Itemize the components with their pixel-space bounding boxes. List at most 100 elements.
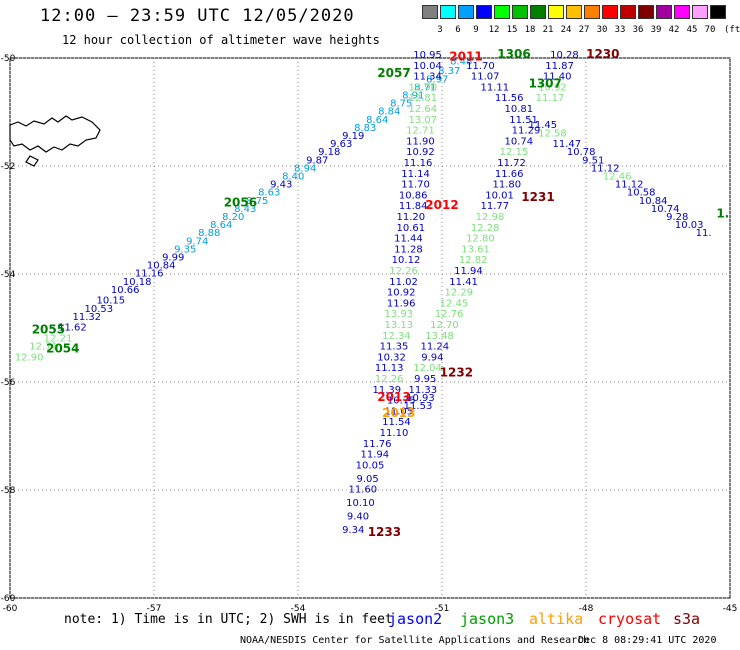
wave-height-value: 10.01: [485, 190, 514, 201]
wave-height-value: 12.76: [435, 309, 464, 320]
color-swatch: [638, 5, 654, 19]
color-swatch: [656, 5, 672, 19]
lon-tick-label: -45: [723, 604, 738, 614]
wave-height-value: 10.81: [504, 104, 533, 115]
wave-height-value: 11.80: [492, 180, 521, 191]
wave-height-value: 11.16: [135, 269, 164, 280]
wave-height-value: 12.29: [444, 288, 473, 299]
wave-height-value: 11.77: [480, 201, 509, 212]
wave-height-value: 9.05: [356, 474, 378, 485]
pass-time-label: 1.: [716, 206, 729, 220]
color-scale-label: 36: [632, 25, 644, 35]
wave-height-value: 10.03: [675, 220, 704, 231]
wave-height-value: 12.71: [406, 126, 435, 137]
wave-height-value: 11.45: [528, 120, 557, 131]
pass-time-label: 1232: [440, 366, 473, 380]
pass-time-label: 1231: [521, 190, 554, 204]
wave-height-value: 11.62: [58, 323, 87, 334]
wave-height-value: 8.37: [438, 66, 460, 77]
legend-entry-cryosat: cryosat: [598, 610, 662, 628]
wave-height-value: 11.10: [380, 428, 409, 439]
color-swatch: [710, 5, 726, 19]
wave-height-value: 13.93: [384, 309, 413, 320]
wave-height-value: 11.60: [348, 485, 377, 496]
wave-height-value: 9.34: [342, 525, 364, 536]
wave-height-value: 9.95: [414, 374, 436, 385]
wave-height-value: 10.12: [392, 255, 421, 266]
wave-height-value: 10.53: [84, 304, 113, 315]
color-swatch: [674, 5, 690, 19]
wave-height-value: 11.72: [497, 158, 526, 169]
wave-height-value: 11.32: [72, 312, 101, 323]
wave-height-value: 11.94: [360, 450, 389, 461]
wave-height-value: 9.18: [318, 147, 340, 158]
wave-height-value: 8.75: [246, 196, 268, 207]
lat-tick-label: -56: [1, 378, 16, 388]
wave-height-value: 10.84: [639, 196, 668, 207]
color-swatch: [476, 5, 492, 19]
wave-height-value: 11.02: [389, 277, 418, 288]
wave-height-value: 10.61: [396, 223, 425, 234]
wave-height-value: 11.70: [401, 180, 430, 191]
color-swatch: [620, 5, 636, 19]
color-scale-label: 12: [488, 25, 500, 35]
wave-height-value: 11.54: [382, 417, 411, 428]
wave-height-value: 9.43: [270, 180, 292, 191]
wave-height-value: 10.58: [627, 188, 656, 199]
lat-tick-label: -54: [1, 270, 16, 280]
wave-height-value: 12.90: [15, 352, 44, 363]
wave-height-value: 10.04: [413, 61, 442, 72]
credit-agency: NOAA/NESDIS Center for Satellite Applica…: [240, 635, 590, 646]
pass-time-label: 1307: [528, 77, 561, 91]
lat-tick-label: -50: [1, 54, 16, 64]
wave-height-value: 11.44: [394, 234, 423, 245]
wave-height-value: 8.43: [234, 204, 256, 215]
color-swatch: [458, 5, 474, 19]
color-swatch: [566, 5, 582, 19]
pass-time-label: 1306: [497, 47, 530, 61]
wave-height-value: 11.: [696, 228, 712, 239]
legend-entry-s3a: s3a: [673, 610, 701, 628]
wave-height-value: 12.80: [466, 234, 495, 245]
color-swatch: [422, 5, 438, 19]
wave-height-value: 10.15: [96, 296, 125, 307]
pass-time-label: 2013: [377, 390, 410, 404]
wave-height-value: 10.92: [406, 147, 435, 158]
wave-height-value: 9.74: [186, 236, 208, 247]
wave-height-value: 10.86: [399, 190, 428, 201]
wave-height-value: 11.17: [536, 93, 565, 104]
wave-height-value: 12.26: [375, 374, 404, 385]
wave-height-value: 12.45: [440, 298, 469, 309]
color-scale-label: 3: [437, 25, 443, 35]
wave-height-value: 10.92: [387, 288, 416, 299]
pass-time-label: 1230: [586, 47, 619, 61]
wave-height-value: 8.84: [378, 107, 400, 118]
wave-height-value: 11.34: [413, 72, 442, 83]
wave-height-value: 11.56: [495, 93, 524, 104]
wave-height-value: 10.10: [346, 498, 375, 509]
color-scale-label: 42: [668, 25, 680, 35]
page-subtitle: 12 hour collection of altimeter wave hei…: [62, 33, 380, 47]
wave-height-value: 8.91: [402, 91, 424, 102]
wave-height-value: 9.35: [174, 244, 196, 255]
wave-height-value: 12.90: [408, 82, 437, 93]
lon-tick-label: -57: [147, 604, 162, 614]
color-swatch: [692, 5, 708, 19]
wave-height-value: 8.83: [354, 123, 376, 134]
wave-height-value: 12.64: [408, 104, 437, 115]
credit-timestamp: Dec 8 08:29:41 UTC 2020: [578, 635, 717, 646]
color-scale-label: 30: [596, 25, 608, 35]
pass-time-label: 2011: [449, 50, 482, 64]
legend-entry-jason2: jason2: [388, 610, 443, 628]
pass-time-label: 2054: [46, 341, 79, 355]
wave-height-value: 12.26: [389, 266, 418, 277]
wave-height-value: 12.82: [459, 255, 488, 266]
color-scale-label: 45: [686, 25, 698, 35]
wave-height-value: 12.21: [44, 334, 73, 345]
wave-height-value: 11.70: [466, 61, 495, 72]
wave-height-value: 11.53: [404, 401, 433, 412]
pass-time-label: 2055: [32, 322, 65, 336]
color-swatch: [440, 5, 456, 19]
color-swatch: [494, 5, 510, 19]
